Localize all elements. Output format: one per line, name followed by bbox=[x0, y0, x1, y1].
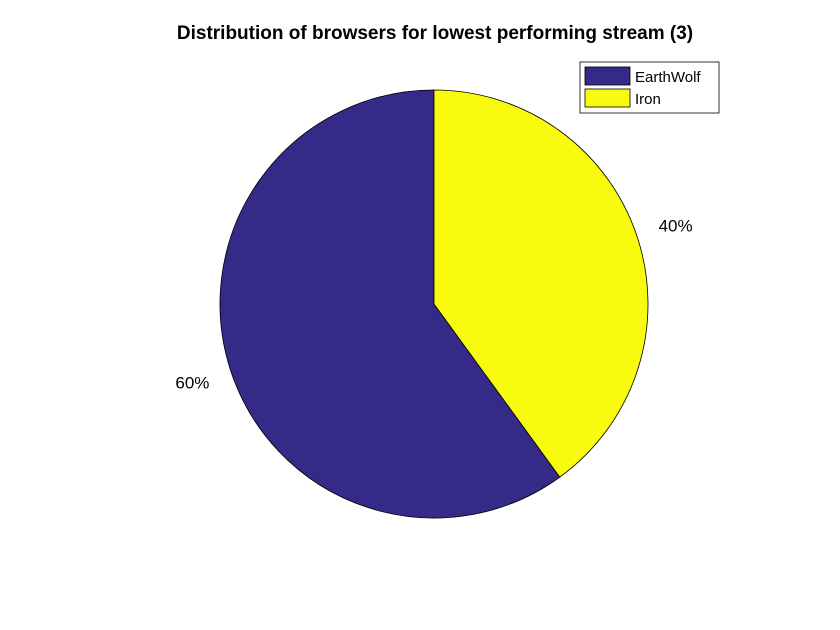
legend: EarthWolf Iron bbox=[579, 61, 720, 114]
slice-label-iron: 40% bbox=[659, 217, 693, 236]
pie-slices bbox=[219, 89, 649, 519]
chart-title: Distribution of browsers for lowest perf… bbox=[177, 23, 693, 44]
legend-label-iron: Iron bbox=[635, 91, 661, 108]
legend-swatch-iron bbox=[584, 88, 631, 108]
legend-swatch-earthwolf bbox=[584, 66, 631, 86]
pie-slice-iron bbox=[433, 89, 649, 478]
slice-label-earthwolf: 60% bbox=[175, 374, 209, 393]
pie-slice-labels: 60% 40% bbox=[175, 217, 692, 393]
pie-slice-earthwolf bbox=[219, 89, 561, 519]
legend-label-earthwolf: EarthWolf bbox=[635, 69, 701, 86]
